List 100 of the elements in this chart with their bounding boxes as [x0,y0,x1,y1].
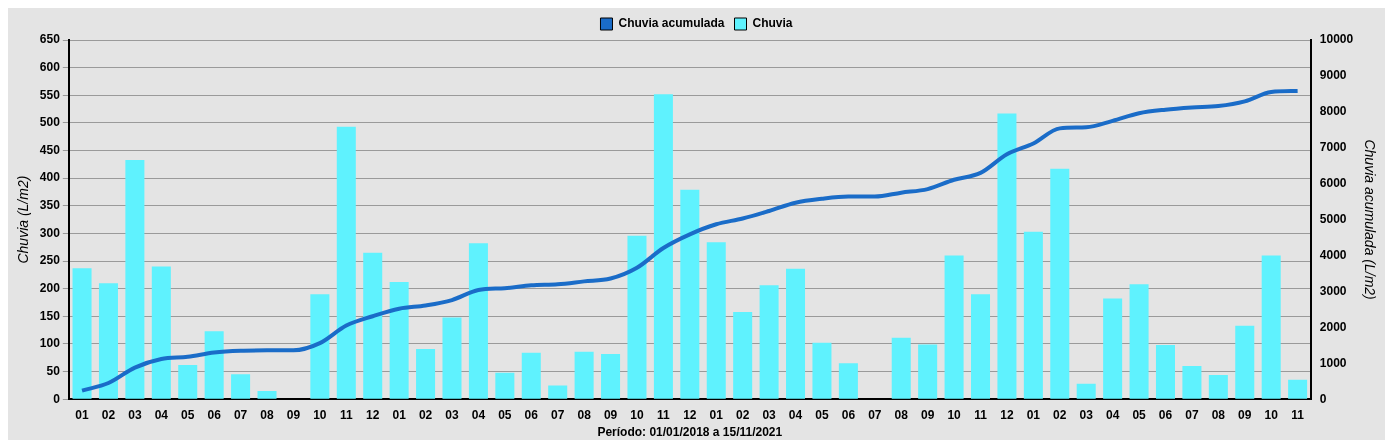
bar [1103,298,1123,399]
x-tick-label: 08 [1211,407,1226,422]
bar [653,94,673,399]
bar [1235,325,1255,399]
x-tick-label: 05 [498,407,512,422]
y-tick-label: 300 [39,225,61,240]
x-axis-title: Período: 01/01/2018 a 15/11/2021 [597,425,783,440]
y2-tick-label: 0 [1319,391,1327,406]
x-tick-label: 05 [1132,407,1147,422]
bar [204,331,224,399]
bar [495,372,515,399]
bar [468,243,488,399]
bar [1261,255,1281,399]
bar [336,126,356,399]
x-tick-label: 06 [1158,407,1173,422]
bar [838,363,858,399]
x-tick-label: 06 [207,407,222,422]
bar [1129,284,1149,399]
y-tick-label: 150 [39,308,61,323]
bar [72,268,92,399]
bar [574,351,594,399]
x-tick-label: 12 [366,407,380,422]
x-tick-label: 01 [709,407,724,422]
bar [310,294,330,399]
bar [363,252,383,399]
bar [680,189,700,399]
y2-tick-label: 4000 [1319,247,1347,262]
bar [521,352,541,399]
x-tick-label: 09 [1238,407,1252,422]
bar [1208,374,1228,399]
x-tick-label: 10 [630,407,644,422]
x-tick-label: 11 [657,407,671,422]
x-tick-label: 07 [1185,407,1199,422]
bar [257,390,277,399]
x-tick-label: 10 [313,407,327,422]
bar [759,285,779,399]
bar [1288,379,1308,399]
x-tick-label: 02 [101,407,116,422]
y-tick-label: 350 [39,198,61,213]
y2-tick-label: 2000 [1319,319,1347,334]
bar [918,344,938,399]
bar [944,255,964,399]
x-tick-label: 04 [788,407,803,422]
bar [98,283,118,399]
x-tick-label: 09 [286,407,301,422]
x-tick-label: 03 [1079,407,1094,422]
x-tick-label: 04 [471,407,486,422]
y-tick-label: 250 [39,253,61,268]
bar [1050,168,1070,399]
bar [891,337,911,399]
y2-tick-label: 1000 [1319,355,1347,370]
bar [1182,366,1202,399]
bar [971,294,991,399]
y-tick-label: 650 [39,32,61,47]
bar [1023,231,1043,399]
x-tick-label: 05 [181,407,195,422]
y2-tick-label: 8000 [1319,104,1347,119]
bar [548,385,568,399]
bar [125,159,145,399]
y2-tick-label: 5000 [1319,211,1347,226]
x-tick-label: 02 [736,407,750,422]
x-tick-label: 03 [762,407,777,422]
x-tick-label: 10 [947,407,962,422]
x-tick-label: 08 [260,407,275,422]
x-tick-label: 04 [1105,407,1120,422]
x-tick-label: 11 [339,407,353,422]
x-tick-label: 04 [154,407,169,422]
y2-tick-label: 7000 [1319,140,1347,155]
y2-tick-label: 9000 [1319,68,1347,83]
y-tick-label: 400 [39,170,61,185]
y-tick-label: 100 [39,336,61,351]
bar [231,374,251,399]
x-tick-label: 07 [551,407,565,422]
y2-tick-label: 6000 [1319,175,1347,190]
bar [733,311,753,399]
x-tick-label: 12 [683,407,697,422]
x-tick-label: 01 [392,407,407,422]
bar [627,235,647,399]
y-tick-label: 600 [39,59,61,74]
y-axis-title: Chuvia (L/m2) [15,175,32,264]
bar [601,353,621,399]
bar [1076,383,1096,399]
bar [416,348,436,399]
x-tick-label: 11 [974,407,988,422]
x-tick-label: 08 [577,407,592,422]
y-tick-label: 550 [39,87,61,102]
x-tick-label: 12 [1000,407,1014,422]
x-tick-label: 08 [894,407,909,422]
x-tick-label: 02 [1053,407,1067,422]
y2-tick-label: 10000 [1319,32,1354,47]
x-tick-label: 02 [418,407,433,422]
legend-label: Chuvia [752,16,793,31]
bar [442,317,462,399]
legend-label: Chuvia acumulada [618,16,725,31]
x-tick-label: 06 [524,407,539,422]
x-tick-label: 09 [920,407,935,422]
y-tick-label: 450 [39,142,61,157]
x-tick-label: 11 [1291,407,1305,422]
bar [389,282,409,399]
y-tick-label: 200 [39,280,61,295]
